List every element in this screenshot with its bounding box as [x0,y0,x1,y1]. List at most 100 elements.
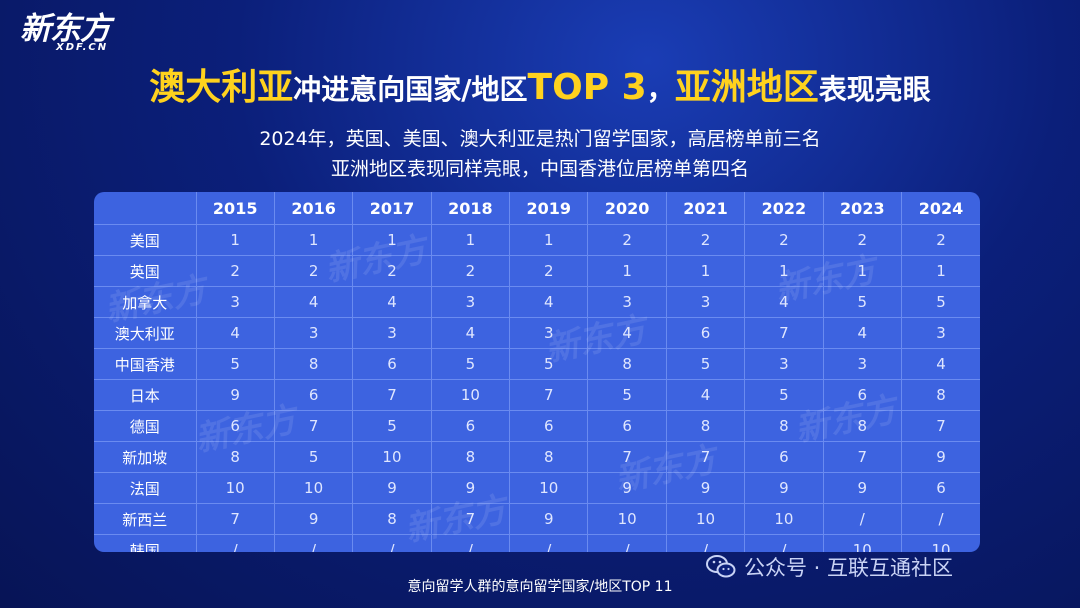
rank-cell: / [744,534,824,552]
rank-cell: 8 [901,379,980,411]
year-header: 2015 [195,192,275,225]
rank-cell: 6 [822,379,903,411]
subtitle-line-1: 2024年，英国、美国、澳大利亚是热门留学国家，高居榜单前三名 [259,128,821,150]
rank-cell: 6 [352,348,432,380]
country-label: 英国 [94,255,197,287]
rank-cell: 5 [587,379,667,411]
table-row: 新加坡 8 5 10 8 8 7 7 6 7 9 [94,441,980,473]
rank-cell: 10 [901,534,980,552]
country-label: 韩国 [94,534,197,552]
table-row: 日本 9 6 7 10 7 5 4 5 6 8 [94,379,980,411]
rank-cell: 10 [822,534,903,552]
rank-cell: 10 [273,472,354,504]
rank-cell: 9 [822,472,903,504]
rank-cell: 7 [822,441,903,473]
rank-cell: 5 [195,348,275,380]
table-row: 韩国 / / / / / / //10 10 [94,534,980,552]
rank-cell: 2 [665,224,746,256]
table-row: 中国香港 5 8 6 5 5 8 5 3 3 4 [94,348,980,380]
year-header: 2017 [352,192,432,225]
rank-cell: 6 [901,472,980,504]
rank-cell: 5 [352,410,432,442]
rank-cell: 3 [744,348,824,380]
rank-cell: 10 [665,503,746,535]
ranking-table-panel: 2015 2016 2017 2018 2019 2020 2021 2022 2023 2024… [94,192,980,552]
country-label: 德国 [94,410,197,442]
rank-cell: 10 [744,503,824,535]
rank-cell: 2 [509,255,589,287]
rank-cell: 8 [587,348,667,380]
rank-cell: 7 [744,317,824,349]
rank-cell: 7 [509,379,589,411]
table-row: 新西兰 7 9 8 7 9 10 10 10// [94,503,980,535]
rank-cell: 3 [195,286,275,318]
country-label: 新西兰 [94,503,197,535]
rank-cell: 6 [273,379,354,411]
rank-cell: 3 [273,317,354,349]
rank-cell: 3 [509,317,589,349]
rank-cell: 4 [273,286,354,318]
rank-cell: 8 [665,410,746,442]
rank-cell: 2 [822,224,903,256]
subtitle-line-2: 亚洲地区表现同样亮眼，中国香港位居榜单第四名 [330,158,749,180]
rank-cell: 5 [665,348,746,380]
rank-cell: 3 [665,286,746,318]
title-part-5: 亚洲地区 [674,67,819,108]
rank-cell: 5 [509,348,589,380]
table-row: 澳大利亚 4 3 3 4 3 4 6 7 4 3 [94,317,980,349]
rank-cell: 4 [901,348,980,380]
rank-cell: 4 [352,286,432,318]
rank-cell: 10 [509,472,589,504]
logo-main-text: 新东方 [20,11,111,47]
rank-cell: / [430,534,511,552]
country-label: 新加坡 [94,441,197,473]
rank-cell: 10 [195,472,275,504]
rank-cell: 7 [195,503,275,535]
rank-cell: 10 [430,379,511,411]
rank-cell: / [352,534,432,552]
country-label: 美国 [94,224,197,256]
rank-cell: / [901,503,980,535]
title-part-3: TOP 3 [527,67,647,108]
rank-cell: / [273,534,354,552]
rank-cell: 3 [822,348,903,380]
title-part-4: ， [646,73,675,106]
year-header: 2021 [665,192,746,225]
year-header: 2019 [509,192,589,225]
rank-cell: / [665,534,746,552]
wechat-account: 公众号 · 互联互通社区 [706,552,953,582]
rank-cell: 5 [822,286,903,318]
country-label: 法国 [94,472,197,504]
rank-cell: 6 [744,441,824,473]
rank-cell: / [509,534,589,552]
rank-cell: 7 [273,410,354,442]
rank-cell: 3 [430,286,511,318]
rank-cell: 4 [822,317,903,349]
rank-cell: 8 [744,410,824,442]
rank-cell: 9 [509,503,589,535]
rank-cell: 4 [509,286,589,318]
rank-cell: 3 [587,286,667,318]
rank-cell: 1 [273,224,354,256]
year-header: 2022 [744,192,824,225]
rank-cell: / [822,503,903,535]
country-label: 加拿大 [94,286,197,318]
rank-cell: 5 [430,348,511,380]
rank-cell: 2 [273,255,354,287]
rank-cell: 1 [352,224,432,256]
rank-cell: 4 [195,317,275,349]
rank-cell: 2 [195,255,275,287]
table-corner-cell [94,192,197,225]
rank-cell: 3 [352,317,432,349]
rank-cell: 2 [430,255,511,287]
wechat-account-text: 公众号 · 互联互通社区 [744,556,954,580]
rank-cell: 1 [822,255,903,287]
year-header: 2024 [901,192,980,225]
rank-cell: 8 [822,410,903,442]
rank-cell: 6 [587,410,667,442]
table-row: 美国 1 1 1 1 1 2 2 2 2 2 [94,224,980,256]
xdf-logo: 新东方 XDF.CN [20,12,130,53]
rank-cell: 4 [744,286,824,318]
rank-cell: 7 [587,441,667,473]
rank-cell: / [587,534,667,552]
